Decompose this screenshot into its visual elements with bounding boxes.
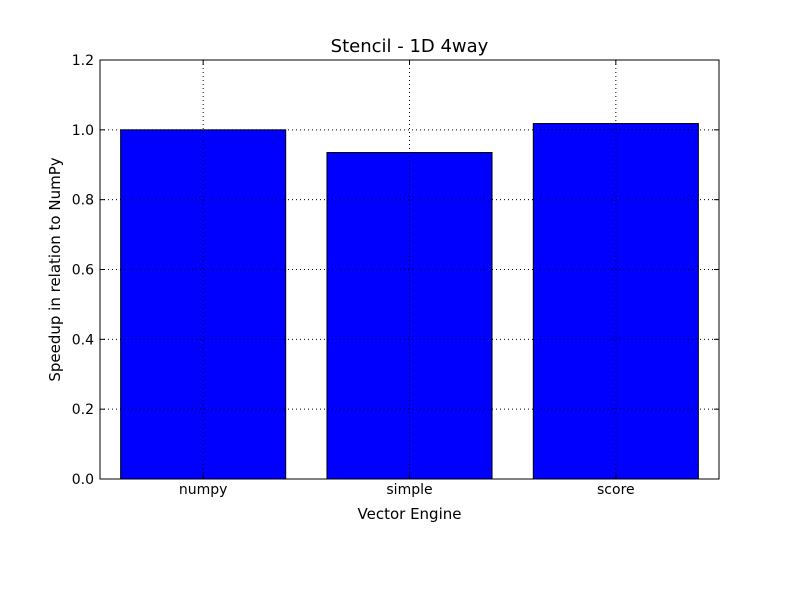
bar-simple xyxy=(326,152,493,480)
y-tick-label: 1.0 xyxy=(72,123,94,139)
y-tick-label: 0.4 xyxy=(72,332,94,348)
x-axis-label: Vector Engine xyxy=(358,505,462,523)
y-tick-label: 0.6 xyxy=(72,263,94,279)
y-tick-label: 0.0 xyxy=(72,472,94,488)
y-tick-label: 0.8 xyxy=(72,193,94,209)
bars xyxy=(120,123,699,480)
y-axis-label: Speedup in relation to NumPy xyxy=(46,157,64,381)
x-tick-label: simple xyxy=(386,482,432,498)
chart-title: Stencil - 1D 4way xyxy=(331,36,489,57)
y-tick-label: 1.2 xyxy=(72,53,94,69)
x-tick-label: score xyxy=(597,482,635,498)
y-tick-label: 0.2 xyxy=(72,402,94,418)
ticks: 0.0 0.2 0.4 0.6 0.8 1.0 1.2 numpy simple score xyxy=(72,53,719,498)
x-tick-label: numpy xyxy=(179,482,228,498)
bar-score xyxy=(532,123,699,480)
